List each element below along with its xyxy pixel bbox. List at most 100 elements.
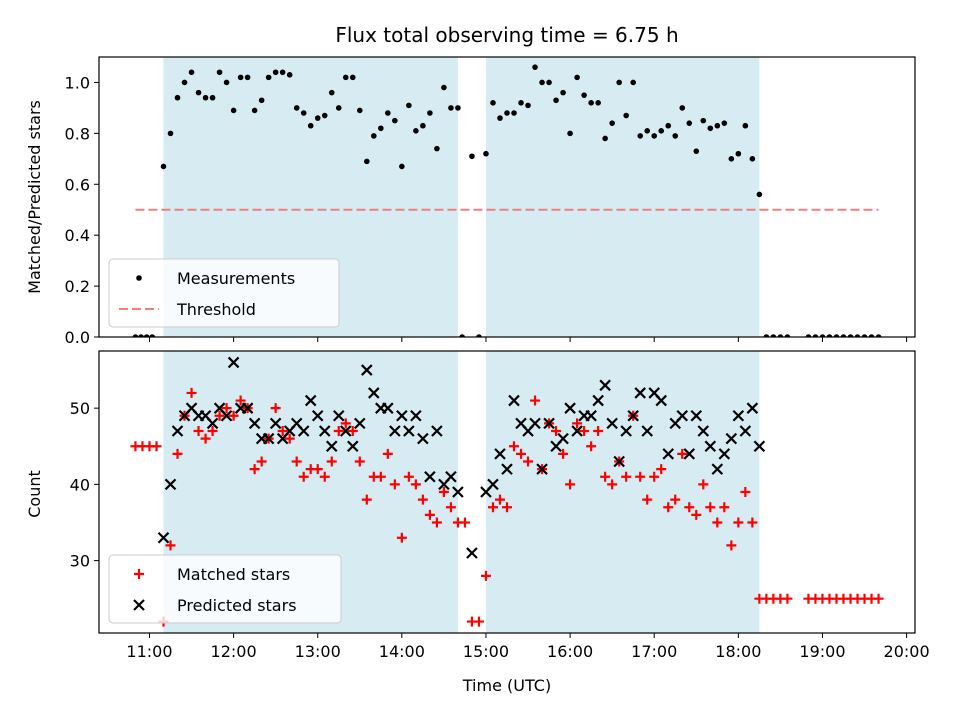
data-point [483, 150, 489, 157]
predicted-point [746, 402, 759, 414]
predicted-point [339, 425, 352, 437]
x-tick-label: 19:00 [799, 642, 845, 661]
predicted-point [564, 402, 576, 414]
data-point [413, 128, 419, 134]
predicted-point [157, 531, 170, 544]
predicted-point [571, 425, 583, 437]
data-point [756, 191, 763, 198]
matched-point [312, 464, 323, 475]
matched-point [480, 570, 491, 581]
data-point [490, 100, 496, 106]
matched-point [572, 418, 583, 429]
data-point [202, 94, 209, 101]
predicted-point [641, 425, 653, 437]
matched-point [235, 395, 246, 406]
data-point [392, 117, 398, 124]
x-tick-label: 12:00 [211, 642, 257, 661]
matched-point [586, 441, 597, 452]
matched-point [698, 479, 709, 490]
matched-point [719, 502, 730, 513]
matched-point [424, 509, 435, 520]
data-point [181, 79, 188, 86]
data-point [476, 334, 482, 337]
y-tick-label: 30 [70, 552, 90, 571]
data-point [427, 110, 433, 116]
data-point [441, 84, 447, 91]
matched-point [228, 410, 239, 421]
legend-label: Matched stars [177, 565, 290, 584]
predicted-point [396, 410, 408, 422]
data-point [399, 163, 405, 170]
data-point [272, 69, 279, 76]
matched-point [165, 540, 176, 551]
matched-point [487, 502, 498, 513]
predicted-point [361, 364, 373, 376]
matched-point [473, 616, 484, 627]
matched-point [319, 471, 330, 482]
y-tick-label: 40 [70, 475, 90, 494]
predicted-point [346, 440, 359, 453]
data-point [749, 156, 756, 162]
data-point [770, 334, 777, 337]
data-point [335, 105, 342, 111]
predicted-point [711, 463, 724, 475]
matched-point [445, 502, 456, 513]
predicted-point [718, 448, 731, 460]
data-point [812, 334, 819, 337]
data-point [602, 135, 608, 142]
predicted-point [536, 463, 548, 475]
data-point [861, 334, 868, 337]
axes-frame-top [98, 56, 916, 338]
predicted-point [220, 410, 233, 422]
data-point [216, 69, 223, 76]
data-point [174, 94, 181, 101]
data-point [195, 89, 202, 96]
matched-point [298, 471, 309, 482]
predicted-point [739, 425, 752, 437]
data-point [143, 334, 150, 337]
matched-point [347, 426, 358, 437]
matched-point [502, 502, 512, 513]
predicted-point [368, 387, 380, 399]
data-point [293, 105, 300, 111]
matched-point [712, 517, 723, 528]
predicted-point [269, 417, 282, 430]
data-point [300, 110, 307, 116]
observing-window-2 [485, 57, 760, 337]
data-point [385, 110, 391, 116]
predicted-point [297, 425, 310, 437]
data-point [363, 158, 370, 165]
data-point [595, 100, 601, 106]
y-tick-label: 0.4 [65, 226, 90, 245]
data-point [504, 110, 510, 116]
matched-point [326, 456, 337, 467]
predicted-point [494, 448, 506, 460]
matched-point [530, 395, 541, 406]
data-point [868, 334, 875, 337]
matched-point [207, 426, 218, 437]
data-point [138, 334, 144, 337]
matched-point [782, 593, 793, 604]
predicted-point [354, 417, 366, 430]
predicted-point [452, 486, 464, 498]
legend-box-bottom [108, 554, 342, 624]
data-point [658, 128, 665, 134]
matched-point [726, 540, 737, 551]
legend-marker-matched [134, 569, 144, 579]
data-point [532, 64, 538, 70]
data-point [588, 100, 594, 106]
data-point [539, 79, 545, 86]
data-point [525, 102, 531, 109]
matched-point [291, 456, 302, 467]
data-point [826, 334, 833, 337]
x-tick-label: 14:00 [379, 642, 425, 661]
predicted-point [529, 417, 541, 430]
data-point [237, 74, 244, 81]
matched-point [277, 426, 288, 437]
data-point [679, 105, 686, 111]
predicted-point [206, 417, 219, 430]
data-point [742, 122, 749, 129]
predicted-point [431, 425, 443, 437]
predicted-point [325, 440, 338, 453]
data-point [609, 120, 615, 126]
